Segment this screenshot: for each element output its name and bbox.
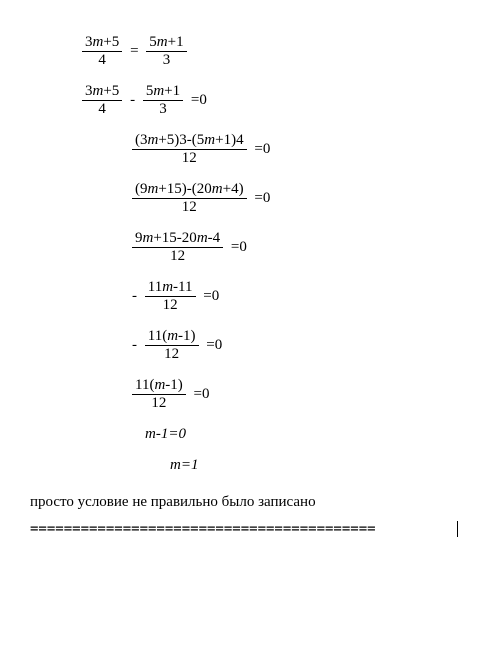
equation-line: - 11m-11 12 =0 [30,279,470,314]
equation-line: (9m+15)-(20m+4) 12 =0 [30,181,470,216]
fraction: 11(m-1) 12 [145,328,199,363]
numerator: (3m+5)3-(5m+1)4 [132,132,247,150]
equation-line: m-1=0 [30,426,470,443]
equals-op: = [128,43,140,60]
equation-result: m=1 [170,457,198,473]
fraction: 11(m-1) 12 [132,377,186,412]
negative-sign: - [130,337,139,354]
equals-zero: =0 [192,386,212,403]
numerator: (9m+15)-(20m+4) [132,181,247,199]
equals-zero: =0 [252,141,272,158]
equals-zero: =0 [204,337,224,354]
equation-line: 3m+5 4 - 5m+1 3 =0 [30,83,470,118]
equals-zero: =0 [252,190,272,207]
fraction: 11m-11 12 [145,279,196,314]
denominator: 3 [146,52,186,69]
numerator: 11(m-1) [145,328,199,346]
separator-line: ========================================… [30,521,470,537]
numerator: 3m+5 [82,34,122,52]
numerator: 9m+15-20m-4 [132,230,223,248]
denominator: 12 [132,150,247,167]
equals-zero: =0 [201,288,221,305]
numerator: 3m+5 [82,83,122,101]
denominator: 12 [145,346,199,363]
equals-zero: =0 [229,239,249,256]
fraction: (9m+15)-(20m+4) 12 [132,181,247,216]
denominator: 12 [132,199,247,216]
numerator: 5m+1 [146,34,186,52]
negative-sign: - [130,288,139,305]
equation-line: (3m+5)3-(5m+1)4 12 =0 [30,132,470,167]
numerator: 11m-11 [145,279,196,297]
numerator: 11(m-1) [132,377,186,395]
numerator: 5m+1 [143,83,183,101]
fraction: 3m+5 4 [82,83,122,118]
equation-line: 11(m-1) 12 =0 [30,377,470,412]
denominator: 4 [82,52,122,69]
fraction: 3m+5 4 [82,34,122,69]
fraction: 9m+15-20m-4 12 [132,230,223,265]
denominator: 3 [143,101,183,118]
equation-line: - 11(m-1) 12 =0 [30,328,470,363]
denominator: 12 [132,248,223,265]
equals-zero: =0 [189,92,209,109]
document-page: 3m+5 4 = 5m+1 3 3m+5 4 - 5m+1 3 =0 (3m+5… [0,0,500,557]
fraction: 5m+1 3 [143,83,183,118]
text-cursor [457,521,458,537]
fraction: (3m+5)3-(5m+1)4 12 [132,132,247,167]
equation-line: 3m+5 4 = 5m+1 3 [30,34,470,69]
denominator: 4 [82,101,122,118]
fraction: 5m+1 3 [146,34,186,69]
separator-text: ========================================… [30,521,376,537]
denominator: 12 [145,297,196,314]
note-text: просто условие не правильно было записан… [30,494,470,511]
minus-op: - [128,92,137,109]
equation-line: m=1 [30,457,470,474]
denominator: 12 [132,395,186,412]
equation-line: 9m+15-20m-4 12 =0 [30,230,470,265]
equation-text: m-1=0 [145,426,186,442]
